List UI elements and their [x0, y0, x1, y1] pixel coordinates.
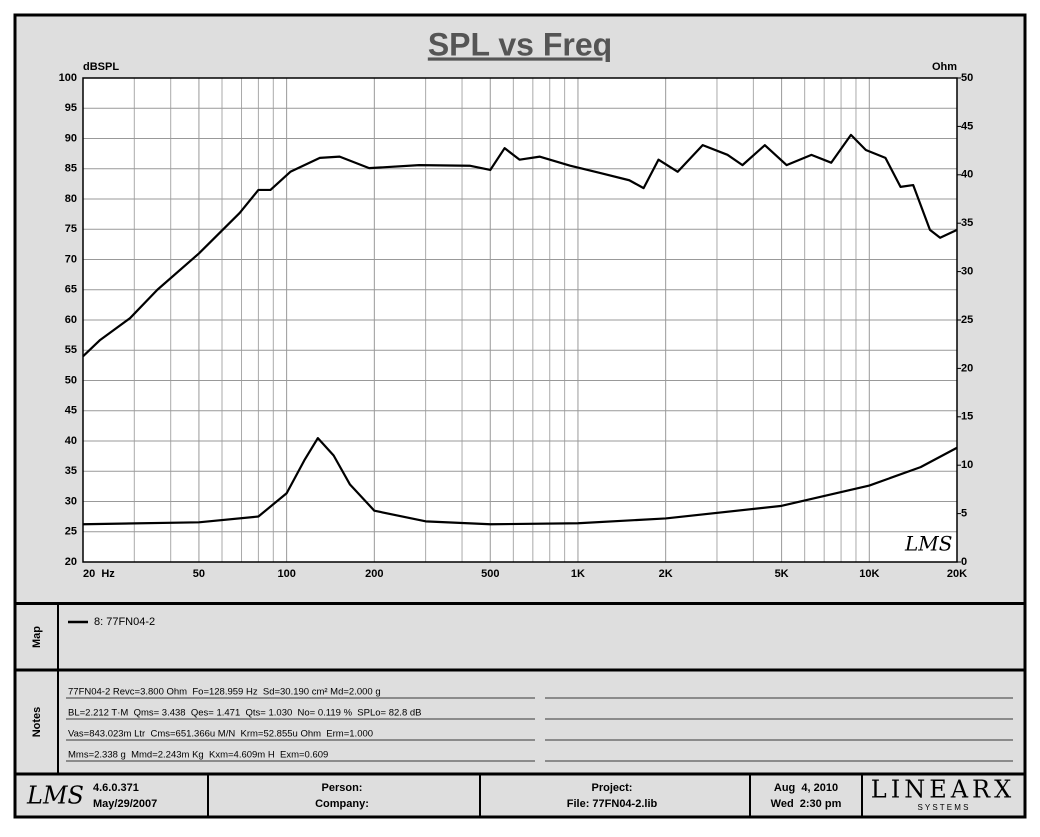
footer-logo: LMS — [26, 782, 84, 810]
x-tick-label: 100 — [277, 568, 295, 580]
version: 4.6.0.371 — [93, 782, 139, 794]
y-tick-label: 90 — [65, 132, 77, 144]
build-date: May/29/2007 — [93, 798, 157, 810]
brand: LINEARX — [871, 776, 1015, 804]
company: Company: — [315, 798, 369, 810]
y-tick-label: 30 — [65, 495, 77, 507]
note-line: Mms=2.338 g Mmd=2.243m Kg Kxm=4.609m H E… — [68, 750, 328, 761]
y2-tick-label: 50 — [961, 72, 973, 84]
y-tick-label: 40 — [65, 435, 77, 447]
run-time: Wed 2:30 pm — [771, 798, 842, 810]
panel-label: Map — [31, 626, 43, 648]
y2-tick-label: 5 — [961, 508, 967, 520]
y2-tick-label: 25 — [961, 314, 973, 326]
y-tick-label: 50 — [65, 374, 77, 386]
legend-entry: 8: 77FN04-2 — [94, 616, 155, 628]
x-tick-label: 200 — [365, 568, 383, 580]
y2-tick-label: 15 — [961, 411, 973, 423]
y2-axis-label: Ohm — [932, 61, 957, 73]
x-tick-label: 1K — [571, 568, 585, 580]
x-tick-label: 2K — [659, 568, 673, 580]
y2-tick-label: 45 — [961, 120, 973, 132]
note-line: 77FN04-2 Revc=3.800 Ohm Fo=128.959 Hz Sd… — [68, 687, 381, 698]
series-line — [82, 133, 958, 358]
y-tick-label: 20 — [65, 556, 77, 568]
y-tick-label: 25 — [65, 526, 77, 538]
y-tick-label: 80 — [65, 193, 77, 205]
y-axis-label: dBSPL — [83, 61, 119, 73]
y2-tick-label: 20 — [961, 362, 973, 374]
y2-tick-label: 35 — [961, 217, 973, 229]
note-line: Vas=843.023m Ltr Cms=651.366u M/N Krm=52… — [68, 729, 373, 740]
y-tick-label: 65 — [65, 284, 77, 296]
y-tick-label: 55 — [65, 344, 77, 356]
series-line — [82, 436, 958, 526]
chart-title: SPL vs Freq — [428, 26, 612, 62]
y-tick-label: 85 — [65, 163, 77, 175]
x-tick-label: 50 — [193, 568, 205, 580]
file: File: 77FN04-2.lib — [567, 798, 658, 810]
y-tick-label: 45 — [65, 405, 77, 417]
y-tick-label: 60 — [65, 314, 77, 326]
signature: LMS — [904, 532, 952, 556]
x-tick-label: 20 Hz — [83, 568, 115, 580]
x-tick-label: 5K — [775, 568, 789, 580]
y2-tick-label: 30 — [961, 266, 973, 278]
person: Person: — [322, 782, 363, 794]
note-line: BL=2.212 T·M Qms= 3.438 Qes= 1.471 Qts= … — [68, 708, 421, 719]
x-tick-label: 10K — [859, 568, 879, 580]
x-tick-label: 20K — [947, 568, 967, 580]
project: Project: — [592, 782, 633, 794]
y-tick-label: 95 — [65, 102, 77, 114]
y-tick-label: 75 — [65, 223, 77, 235]
x-tick-label: 500 — [481, 568, 499, 580]
y2-tick-label: 40 — [961, 169, 973, 181]
y-tick-label: 70 — [65, 253, 77, 265]
y2-tick-label: 0 — [961, 556, 967, 568]
panel-label: Notes — [31, 707, 43, 738]
y-tick-label: 35 — [65, 465, 77, 477]
run-date: Aug 4, 2010 — [774, 782, 838, 794]
notes: 77FN04-2 Revc=3.800 Ohm Fo=128.959 Hz Sd… — [66, 687, 1013, 762]
plot-border — [82, 77, 958, 563]
y-tick-label: 100 — [59, 72, 77, 84]
y2-tick-label: 10 — [961, 459, 973, 471]
brand-sub: S Y S T E M S — [918, 803, 969, 812]
